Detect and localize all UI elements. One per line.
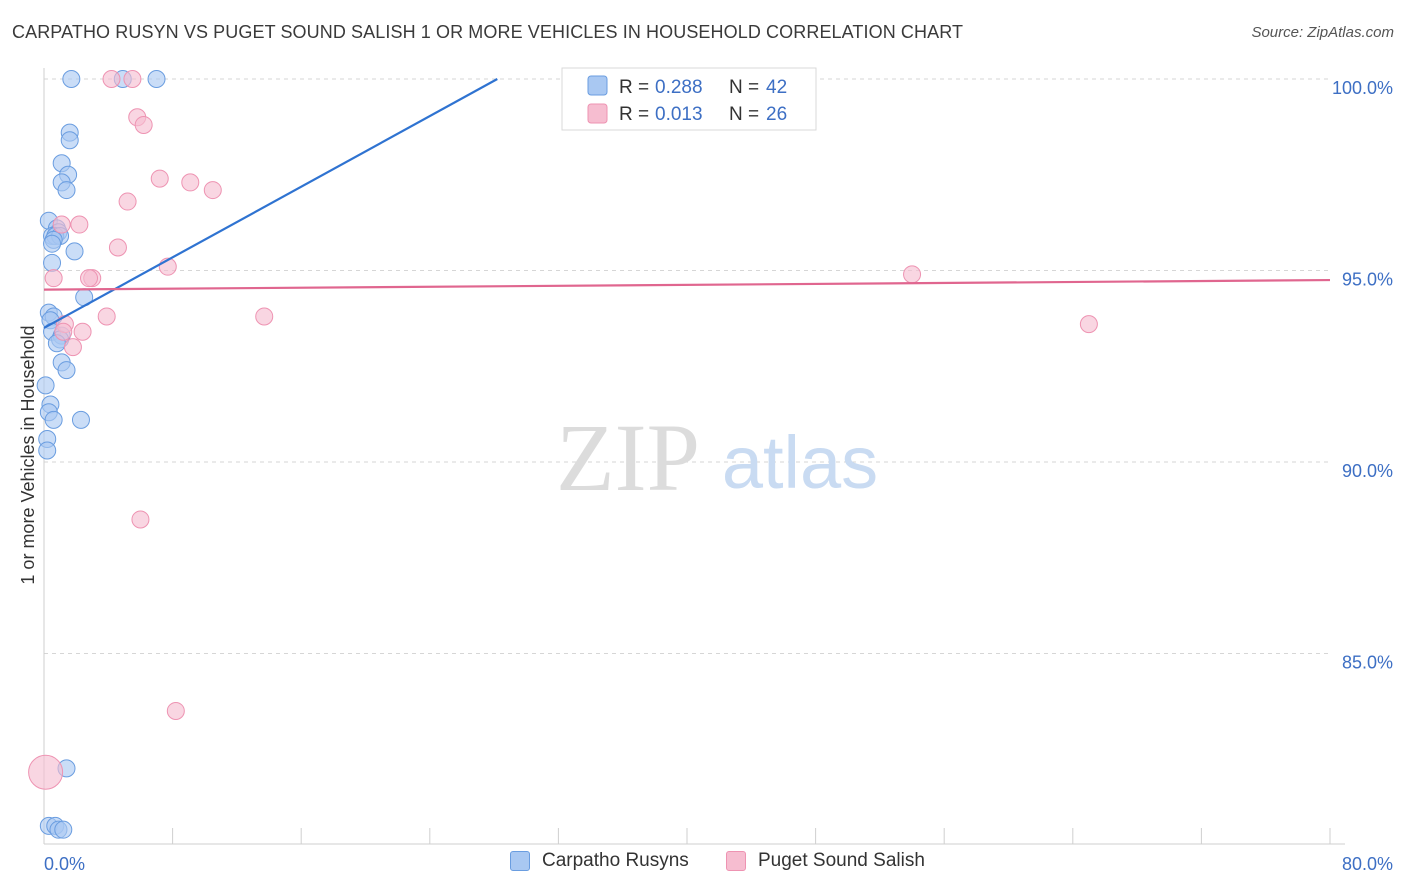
legend-r-label: R = bbox=[619, 77, 649, 98]
grid bbox=[44, 78, 1330, 654]
puget-sound-salish-point bbox=[70, 215, 89, 234]
watermark-zip: ZIP bbox=[556, 404, 700, 511]
puget-sound-salish-point bbox=[255, 307, 274, 326]
carpatho-rusyns-point bbox=[71, 410, 90, 429]
carpatho-rusyns-point bbox=[65, 242, 84, 261]
legend-n-label: N = bbox=[729, 77, 759, 98]
bottom-legend: Carpatho Rusyns Puget Sound Salish bbox=[0, 850, 1406, 880]
carpatho-rusyns-point bbox=[43, 253, 62, 272]
puget-sound-salish-point bbox=[63, 338, 82, 357]
y-axis-label: 1 or more Vehicles in Household bbox=[18, 325, 38, 584]
y-tick-label: 100.0% bbox=[1332, 78, 1393, 98]
watermark: ZIP atlas bbox=[556, 404, 878, 511]
legend-item-puget-sound-salish[interactable]: Puget Sound Salish bbox=[726, 850, 925, 872]
puget-sound-salish-point bbox=[73, 322, 92, 341]
puget-sound-salish-point bbox=[44, 269, 63, 288]
data-points bbox=[28, 70, 1098, 839]
carpatho-rusyns-point bbox=[60, 131, 79, 150]
puget-sound-salish-point bbox=[203, 181, 222, 200]
x-tick-label: 80.0% bbox=[1342, 854, 1393, 874]
puget-sound-salish-point bbox=[28, 754, 64, 790]
trend-lines bbox=[43, 78, 1331, 329]
legend-item-carpatho-rusyns[interactable]: Carpatho Rusyns bbox=[510, 850, 689, 872]
puget-sound-salish-trend-line bbox=[43, 278, 1331, 291]
legend-label-carpatho-rusyns: Carpatho Rusyns bbox=[542, 850, 689, 871]
carpatho-rusyns-point bbox=[147, 70, 166, 88]
puget-sound-salish-point bbox=[181, 173, 200, 192]
puget-sound-salish-point bbox=[97, 307, 116, 326]
legend-r-value-blue: 0.288 bbox=[655, 77, 703, 98]
puget-sound-salish-point bbox=[131, 510, 150, 529]
puget-sound-salish-point bbox=[118, 192, 137, 211]
legend-swatch-pink bbox=[587, 103, 608, 124]
puget-sound-salish-point bbox=[150, 169, 169, 188]
x-tick-label: 0.0% bbox=[44, 854, 85, 874]
puget-sound-salish-point bbox=[1079, 315, 1098, 334]
puget-sound-salish-point bbox=[166, 701, 185, 720]
carpatho-rusyns-point bbox=[36, 376, 55, 395]
carpatho-rusyns-point bbox=[57, 361, 76, 380]
legend-r-value-pink: 0.013 bbox=[655, 104, 703, 125]
y-tick-label: 85.0% bbox=[1342, 653, 1393, 673]
y-tick-label: 90.0% bbox=[1342, 461, 1393, 481]
source-label: Source: ZipAtlas.com bbox=[1251, 24, 1394, 41]
carpatho-rusyns-point bbox=[44, 410, 63, 429]
carpatho-rusyns-trend-line bbox=[43, 78, 498, 329]
carpatho-rusyns-point bbox=[57, 181, 76, 200]
legend-r-label: R = bbox=[619, 104, 649, 125]
puget-sound-salish-point bbox=[80, 269, 99, 288]
axes: 85.0% 90.0% 95.0% 100.0% 0.0% 80.0% bbox=[43, 68, 1393, 874]
legend-n-value-pink: 26 bbox=[766, 104, 787, 125]
carpatho-rusyns-point bbox=[54, 820, 73, 839]
puget-sound-salish-point bbox=[903, 265, 922, 284]
puget-sound-salish-point bbox=[108, 238, 127, 257]
carpatho-rusyns-point bbox=[62, 70, 81, 88]
legend-swatch-carpatho-rusyns bbox=[510, 851, 530, 871]
watermark-atlas: atlas bbox=[722, 421, 878, 504]
y-tick-label: 95.0% bbox=[1342, 270, 1393, 290]
legend-n-label: N = bbox=[729, 104, 759, 125]
legend-label-puget-sound-salish: Puget Sound Salish bbox=[758, 850, 925, 871]
legend-n-value-blue: 42 bbox=[766, 77, 787, 98]
legend: R = 0.288 N = 42 R = 0.013 N = 26 bbox=[561, 67, 817, 131]
carpatho-rusyns-point bbox=[43, 234, 62, 253]
chart-title: CARPATHO RUSYN VS PUGET SOUND SALISH 1 O… bbox=[12, 22, 964, 42]
puget-sound-salish-point bbox=[102, 70, 121, 88]
carpatho-rusyns-point bbox=[38, 441, 57, 460]
puget-sound-salish-point bbox=[52, 215, 71, 234]
puget-sound-salish-point bbox=[123, 70, 142, 88]
puget-sound-salish-point bbox=[134, 115, 153, 134]
puget-sound-salish-point bbox=[54, 322, 73, 341]
legend-swatch-puget-sound-salish bbox=[726, 851, 746, 871]
legend-swatch-blue bbox=[587, 75, 608, 96]
